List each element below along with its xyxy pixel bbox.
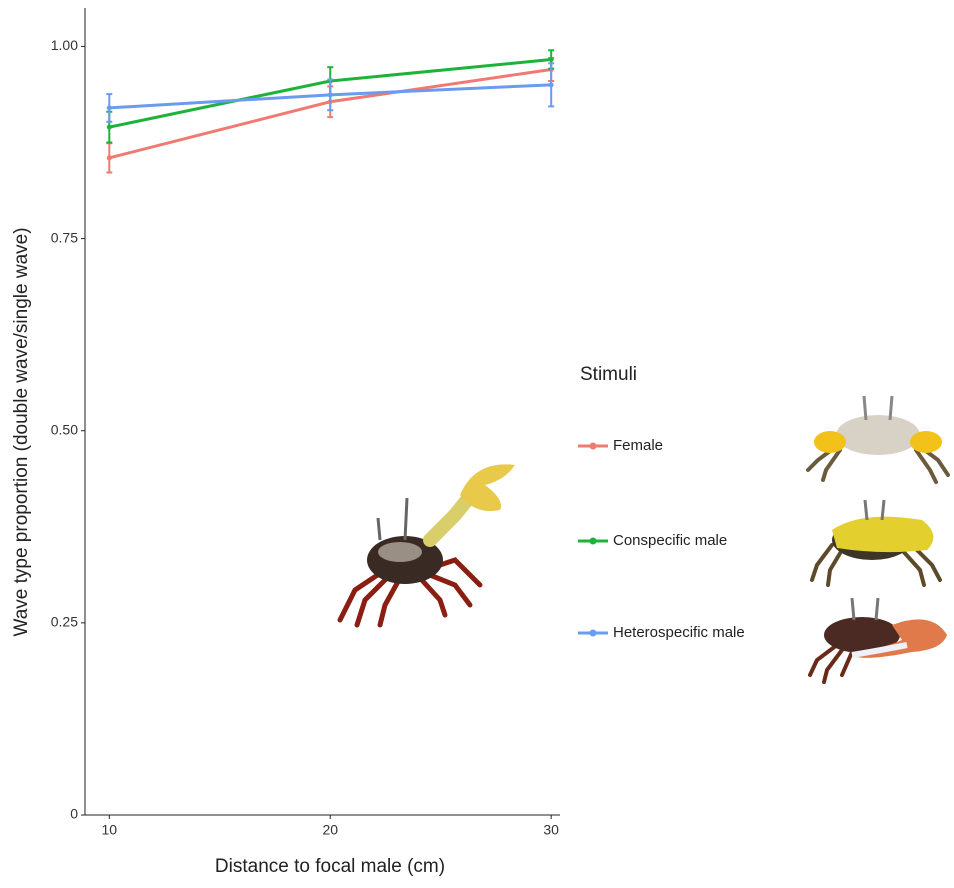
x-axis-title: Distance to focal male (cm): [215, 856, 445, 877]
y-axis-title: Wave type proportion (double wave/single…: [11, 227, 32, 636]
x-tick-label: 10: [102, 822, 118, 838]
y-tick-label: 0.25: [51, 614, 78, 630]
y-tick-label: 1.00: [51, 37, 78, 53]
legend-title: Stimuli: [580, 364, 637, 385]
point: [549, 57, 554, 62]
legend-label: Heterospecific male: [613, 624, 745, 641]
legend-key-point: [590, 538, 597, 545]
point: [549, 82, 554, 87]
point: [328, 92, 333, 97]
page: {"chart_data": {"type": "line", "x_label…: [0, 0, 954, 888]
y-tick-label: 0: [70, 806, 78, 822]
legend-label: Conspecific male: [613, 532, 727, 549]
legend-label: Female: [613, 437, 663, 454]
point: [107, 155, 112, 160]
point: [107, 105, 112, 110]
legend-key-point: [590, 443, 597, 450]
y-tick-label: 0.75: [51, 229, 78, 245]
chart: Distance to focal male (cm) Wave type pr…: [0, 0, 954, 883]
legend-key-point: [590, 630, 597, 637]
point: [107, 125, 112, 130]
crab-image: [340, 464, 515, 625]
x-tick-label: 20: [322, 822, 338, 838]
crab-image: [812, 500, 940, 585]
crab-image: [808, 396, 948, 482]
crab-image: [810, 598, 947, 682]
y-tick-label: 0.50: [51, 421, 78, 437]
x-tick-label: 30: [543, 822, 559, 838]
